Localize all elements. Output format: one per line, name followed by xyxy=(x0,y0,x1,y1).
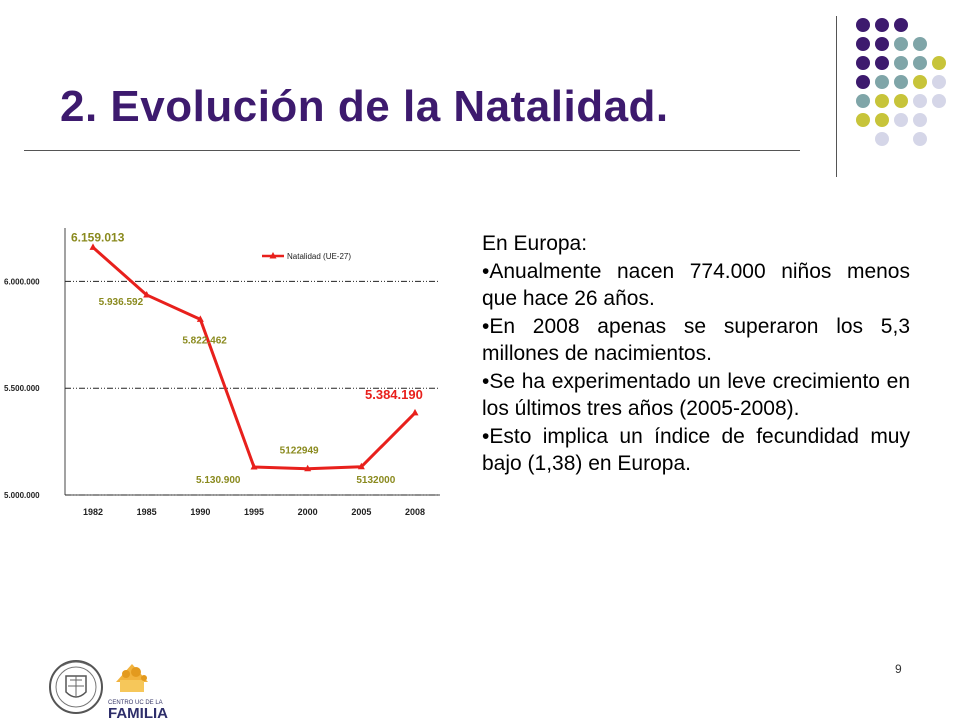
chart-x-tick-label: 1990 xyxy=(190,507,210,517)
chart-legend: Natalidad (UE-27) xyxy=(262,252,351,261)
decorative-dot xyxy=(913,56,927,70)
decorative-dot xyxy=(875,18,889,32)
body-bullet-2: •En 2008 apenas se superaron los 5,3 mil… xyxy=(482,314,910,366)
decorative-dot xyxy=(894,37,908,51)
slide-title: 2. Evolución de la Natalidad. xyxy=(60,82,669,131)
chart-y-tick-label: 5.500.000 xyxy=(4,384,40,393)
body-text: En Europa: •Anualmente nacen 774.000 niñ… xyxy=(482,230,910,478)
chart-x-tick-label: 1982 xyxy=(83,507,103,517)
decorative-horizontal-line xyxy=(24,150,800,151)
chart-data-label: 5.384.190 xyxy=(365,387,423,402)
body-bullet-4: •Esto implica un índice de fecundidad mu… xyxy=(482,424,910,476)
decorative-dot xyxy=(856,94,870,108)
chart-data-point xyxy=(304,464,312,472)
chart-x-tick-label: 2005 xyxy=(351,507,371,517)
body-intro: En Europa: xyxy=(482,232,588,255)
chart-data-point xyxy=(357,462,365,470)
decorative-dot xyxy=(875,37,889,51)
chart-x-tick-labels: 1982 1985 1990 1995 2000 2005 2008 xyxy=(83,507,425,517)
chart-gridlines xyxy=(64,228,440,496)
legend-label: Natalidad (UE-27) xyxy=(287,252,351,261)
body-bullet-3: •Se ha experimentado un leve crecimiento… xyxy=(482,369,910,421)
decorative-dot xyxy=(913,37,927,51)
decorative-dot xyxy=(894,113,908,127)
decorative-dot xyxy=(932,75,946,89)
decorative-dot xyxy=(913,132,927,146)
decorative-dot xyxy=(894,94,908,108)
decorative-dot xyxy=(875,94,889,108)
legend-marker-swatch xyxy=(269,252,277,259)
chart-data-label: 5.936.592 xyxy=(99,297,144,308)
decorative-dot xyxy=(856,18,870,32)
chart-data-label: 5132000 xyxy=(356,475,395,486)
chart-y-tick-label: 5.000.000 xyxy=(4,491,40,500)
decorative-dot xyxy=(913,113,927,127)
decorative-dot xyxy=(932,56,946,70)
chart-y-tick-labels: 5.000.000 5.500.000 6.000.000 xyxy=(4,277,40,500)
chart-x-tick-label: 2000 xyxy=(298,507,318,517)
decorative-dot xyxy=(856,113,870,127)
centro-uc-familia-logo: CENTRO UC DE LA FAMILIA xyxy=(108,664,168,720)
decorative-dot xyxy=(856,75,870,89)
decorative-dot xyxy=(894,56,908,70)
decorative-dot xyxy=(875,75,889,89)
decorative-dot xyxy=(913,75,927,89)
chart-data-point xyxy=(411,408,419,416)
chart-series xyxy=(89,243,419,472)
chart-data-label: 5.130.900 xyxy=(196,475,241,486)
decorative-dot xyxy=(894,75,908,89)
chart-data-label: 6.159.013 xyxy=(71,230,125,244)
decorative-dot xyxy=(875,56,889,70)
body-bullet-1: •Anualmente nacen 774.000 niños menos qu… xyxy=(482,259,910,311)
chart-x-tick-label: 1995 xyxy=(244,507,264,517)
chart-data-point xyxy=(143,290,151,298)
chart-data-labels: 6.159.013 5.936.592 5.822.462 5.130.900 5122… xyxy=(71,230,423,486)
university-seal-logo xyxy=(49,660,103,714)
page-number: 9 xyxy=(895,662,902,676)
chart-x-tick-label: 1985 xyxy=(137,507,157,517)
chart-y-tick-label: 6.000.000 xyxy=(4,277,40,286)
decorative-dot xyxy=(856,37,870,51)
decorative-dot xyxy=(875,113,889,127)
chart-series-line xyxy=(92,246,417,471)
decorative-dot xyxy=(875,132,889,146)
chart-x-tick-label: 2008 xyxy=(405,507,425,517)
decorative-dot xyxy=(856,56,870,70)
chart-data-label: 5.822.462 xyxy=(182,335,227,346)
decorative-dot xyxy=(913,94,927,108)
chart-data-point xyxy=(89,243,97,250)
chart-data-label: 5122949 xyxy=(280,446,319,457)
familia-logo-line2: FAMILIA xyxy=(108,705,168,720)
chart-data-point xyxy=(196,315,204,322)
decorative-dot-grid xyxy=(850,10,950,160)
decorative-dot xyxy=(894,18,908,32)
chart-data-point xyxy=(250,463,258,470)
natalidad-line-chart: 5.000.000 5.500.000 6.000.000 1982 1985 1990… xyxy=(4,228,440,517)
decorative-dot xyxy=(932,94,946,108)
familia-logo-line1: CENTRO UC DE LA xyxy=(108,700,163,706)
decorative-vertical-line xyxy=(836,16,837,177)
